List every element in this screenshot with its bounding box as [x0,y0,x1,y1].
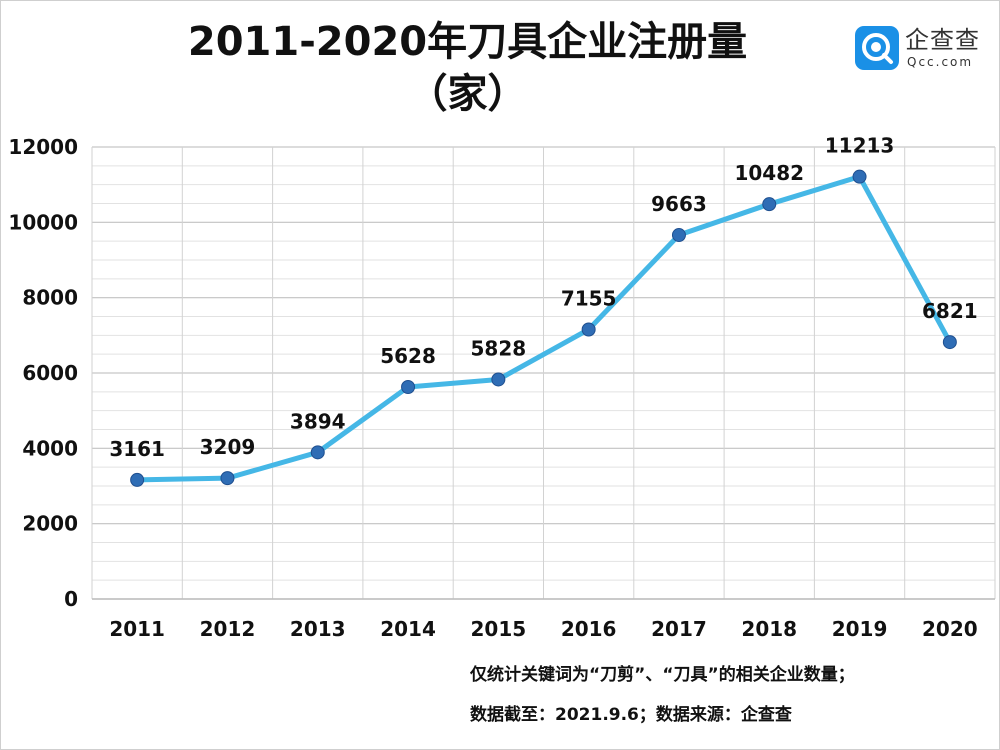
data-point [401,380,416,395]
y-tick-label: 4000 [22,436,78,460]
data-point [942,335,957,350]
data-point [762,197,777,212]
y-tick-label: 8000 [22,286,78,310]
x-tick-label: 2016 [561,617,617,641]
data-label: 6821 [922,299,978,323]
y-tick-label: 2000 [22,512,78,536]
data-label: 3209 [200,435,256,459]
x-tick-label: 2017 [651,617,707,641]
x-tick-label: 2012 [200,617,256,641]
x-tick-label: 2014 [380,617,436,641]
x-tick-label: 2019 [832,617,888,641]
data-label: 3894 [290,409,346,433]
data-point [310,445,325,460]
qcc-logo-icon [855,26,899,70]
chart-title-unit: （家） [407,71,528,117]
x-tick-label: 2015 [471,617,527,641]
data-label: 11213 [825,134,895,158]
y-tick-label: 10000 [8,210,78,234]
data-label: 5628 [380,344,436,368]
footnote-source: 数据截至：2021.9.6；数据来源：企查查 [470,705,792,725]
data-label: 3161 [109,437,165,461]
data-label: 9663 [651,192,707,216]
x-tick-label: 2011 [109,617,165,641]
data-point [220,471,235,486]
data-point [491,372,506,387]
x-tick-label: 2018 [741,617,797,641]
x-tick-label: 2013 [290,617,346,641]
y-tick-label: 0 [64,587,78,611]
data-point [671,228,686,243]
footnote-scope: 仅统计关键词为“刀剪”、“刀具”的相关企业数量； [470,665,855,685]
series-line [134,174,953,483]
y-tick-label: 6000 [22,361,78,385]
data-point [852,169,867,184]
chart-title: 2011-2020年刀具企业注册量 [187,19,748,65]
data-label: 7155 [561,286,617,310]
x-tick-label: 2020 [922,617,978,641]
data-label: 5828 [471,336,527,360]
brand-logo-block: 企查查 Qcc.com [855,26,995,72]
y-tick-label: 12000 [8,135,78,159]
data-point [130,472,145,487]
brand-domain: Qcc.com [907,55,974,69]
data-label: 10482 [734,161,804,185]
data-point [581,322,596,337]
brand-name: 企查查 [905,26,980,54]
